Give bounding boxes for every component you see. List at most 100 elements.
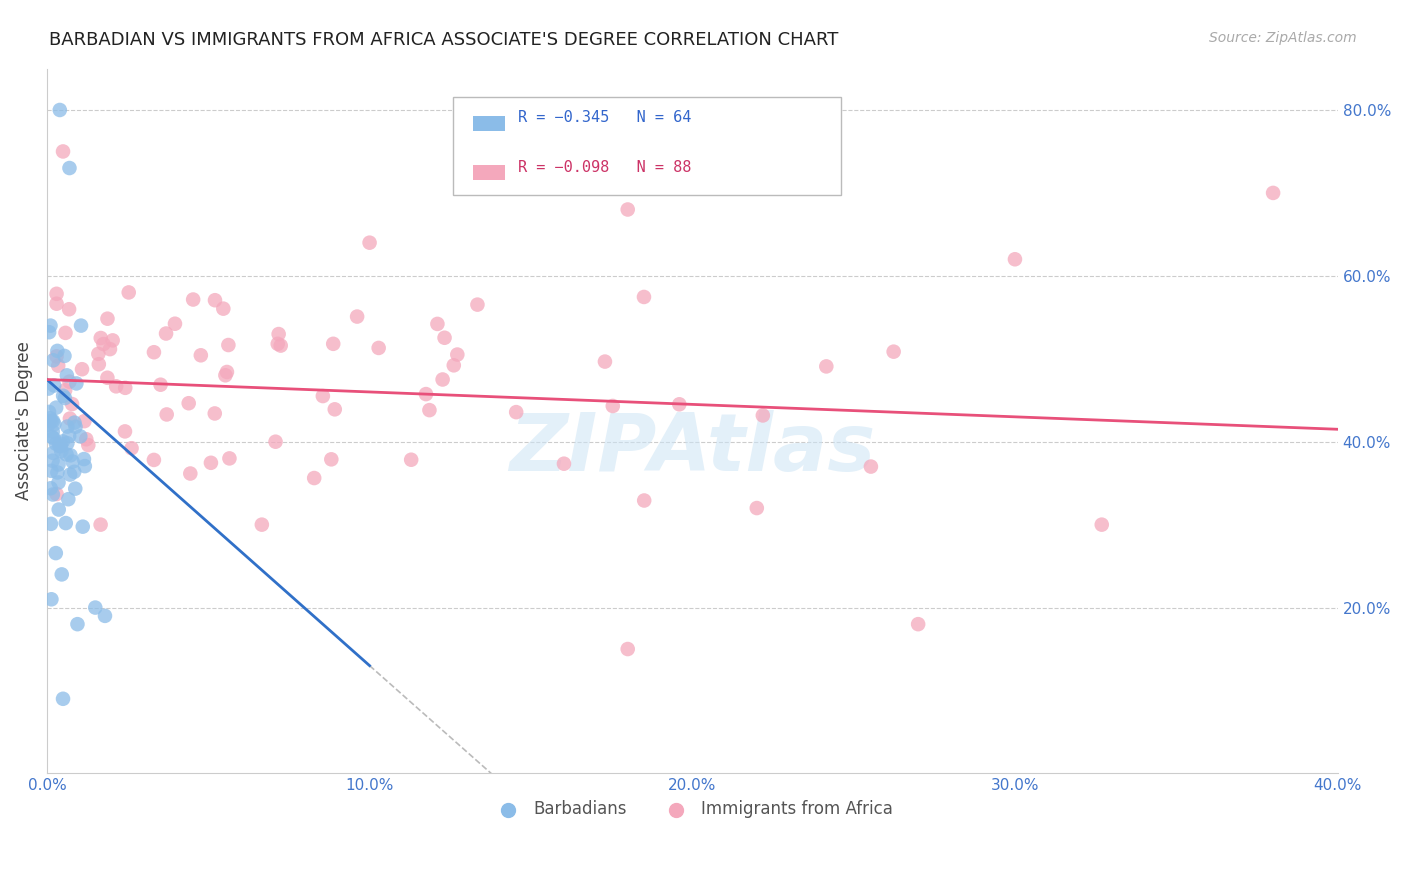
Point	[602, 399, 624, 413]
Point	[49, 436, 72, 450]
Point	[467, 298, 489, 312]
Point	[593, 354, 616, 368]
Point	[752, 409, 775, 423]
Point	[39, 481, 62, 495]
Point	[55, 447, 77, 461]
Point	[59, 448, 82, 462]
Point	[415, 387, 437, 401]
Point	[505, 405, 527, 419]
Point	[75, 432, 97, 446]
Point	[77, 438, 100, 452]
Point	[55, 326, 77, 340]
Point	[90, 331, 112, 345]
Point	[42, 487, 65, 501]
Point	[48, 475, 70, 490]
Point	[149, 377, 172, 392]
Point	[45, 286, 67, 301]
Point	[446, 347, 468, 361]
Point	[45, 437, 67, 451]
Point	[45, 349, 67, 363]
Point	[45, 487, 67, 501]
Point	[267, 327, 290, 342]
Point	[633, 290, 655, 304]
Point	[267, 336, 290, 351]
Point	[616, 202, 638, 217]
Point	[1091, 517, 1114, 532]
Point	[70, 318, 93, 333]
Point	[87, 357, 110, 371]
Point	[1004, 252, 1026, 267]
Point	[58, 429, 80, 443]
Point	[46, 359, 69, 373]
Point	[62, 454, 84, 468]
Point	[346, 310, 368, 324]
Point	[45, 546, 67, 560]
Point	[52, 389, 75, 403]
Point	[69, 429, 91, 443]
Point	[907, 617, 929, 632]
Point	[51, 567, 73, 582]
Point	[323, 402, 346, 417]
Y-axis label: Associate's Degree: Associate's Degree	[15, 342, 32, 500]
Point	[46, 343, 69, 358]
Point	[52, 691, 75, 706]
FancyBboxPatch shape	[472, 116, 505, 130]
Point	[179, 467, 201, 481]
Point	[204, 293, 226, 308]
Text: Source: ZipAtlas.com: Source: ZipAtlas.com	[1209, 31, 1357, 45]
Point	[163, 317, 186, 331]
Point	[200, 456, 222, 470]
Point	[114, 381, 136, 395]
Point	[93, 337, 115, 351]
Point	[217, 338, 239, 352]
Point	[443, 359, 465, 373]
Point	[214, 368, 236, 383]
Point	[41, 430, 63, 444]
Point	[59, 411, 82, 425]
Point	[96, 370, 118, 384]
Point	[58, 492, 80, 507]
Point	[73, 459, 96, 474]
Point	[883, 344, 905, 359]
Point	[59, 467, 82, 482]
Point	[98, 342, 121, 356]
Point	[250, 517, 273, 532]
Point	[65, 376, 87, 391]
Point	[270, 338, 292, 352]
FancyBboxPatch shape	[472, 165, 505, 180]
Point	[41, 592, 63, 607]
Point	[52, 145, 75, 159]
Point	[155, 326, 177, 341]
Point	[44, 417, 66, 432]
Point	[190, 348, 212, 362]
Point	[156, 408, 179, 422]
Point	[181, 293, 204, 307]
Point	[359, 235, 381, 250]
Point	[48, 458, 70, 472]
Point	[51, 444, 73, 458]
Point	[39, 516, 62, 531]
Point	[321, 452, 343, 467]
Point	[433, 331, 456, 345]
Point	[859, 459, 882, 474]
Point	[38, 405, 60, 419]
Point	[70, 362, 93, 376]
Point	[399, 452, 422, 467]
Legend: Barbadians, Immigrants from Africa: Barbadians, Immigrants from Africa	[485, 794, 900, 825]
Point	[45, 296, 67, 310]
Point	[121, 441, 143, 455]
Point	[142, 345, 165, 359]
Point	[39, 464, 62, 478]
Point	[42, 414, 65, 428]
Point	[87, 347, 110, 361]
Point	[745, 501, 768, 516]
Point	[90, 517, 112, 532]
Point	[65, 482, 87, 496]
Point	[418, 403, 440, 417]
Point	[46, 466, 69, 480]
Point	[53, 391, 76, 405]
Point	[42, 446, 65, 460]
Point	[212, 301, 235, 316]
Point	[101, 334, 124, 348]
Point	[177, 396, 200, 410]
